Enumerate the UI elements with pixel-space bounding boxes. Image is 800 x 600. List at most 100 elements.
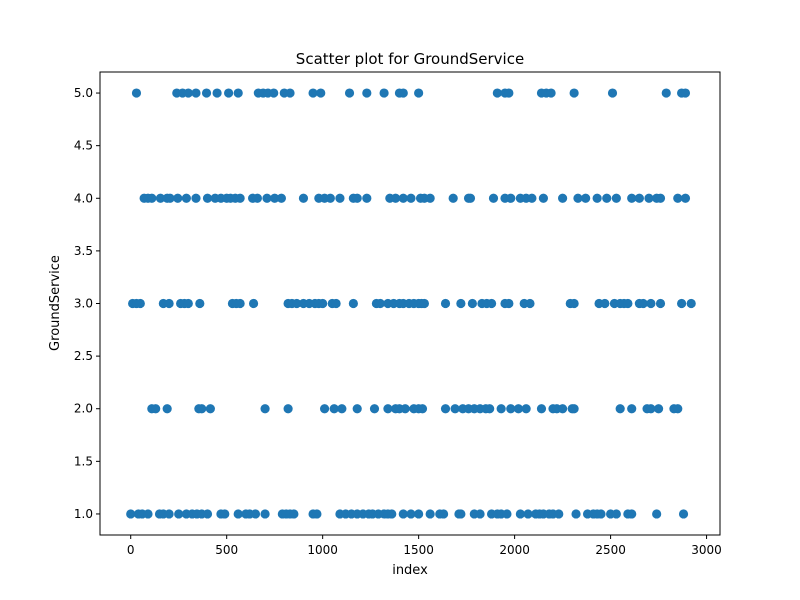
x-tick-label: 2500 <box>595 543 626 557</box>
scatter-point <box>270 193 280 203</box>
scatter-point <box>652 509 662 519</box>
scatter-point <box>527 193 537 203</box>
x-tick-label: 500 <box>215 543 238 557</box>
y-tick-label: 1.5 <box>74 454 93 468</box>
scatter-point <box>655 193 666 203</box>
scatter-point <box>205 404 215 414</box>
scatter-point <box>331 298 341 309</box>
scatter-point <box>292 298 302 309</box>
scatter-point <box>250 509 261 519</box>
scatter-point <box>661 88 671 98</box>
scatter-point <box>513 404 524 414</box>
scatter-point <box>262 193 272 203</box>
scatter-point <box>673 404 683 414</box>
scatter-point <box>523 509 533 519</box>
scatter-point <box>325 193 335 203</box>
scatter-point <box>611 193 621 203</box>
x-tick-label: 0 <box>127 543 135 557</box>
x-axis-ticks: 0 500 1000 1500 2000 2500 3000 <box>127 535 722 557</box>
scatter-point <box>504 298 514 309</box>
scatter-point <box>506 193 516 203</box>
scatter-point <box>289 509 299 519</box>
scatter-point <box>335 193 345 203</box>
scatter-point <box>440 404 451 414</box>
scatter-point <box>592 193 602 203</box>
scatter-point <box>319 404 330 414</box>
scatter-point <box>329 404 339 414</box>
scatter-point <box>634 193 644 203</box>
scatter-point <box>623 298 633 309</box>
scatter-point <box>638 298 648 309</box>
scatter-point <box>607 88 618 98</box>
scatter-point <box>558 193 568 203</box>
scatter-point <box>312 509 322 519</box>
scatter-point <box>195 298 205 309</box>
scatter-point <box>425 509 435 519</box>
x-axis-label: index <box>392 563 428 578</box>
scatter-point <box>538 193 549 203</box>
scatter-point <box>546 88 556 98</box>
scatter-point <box>398 193 408 203</box>
scatter-point <box>383 404 393 414</box>
scatter-point <box>425 193 435 203</box>
scatter-point <box>627 193 637 203</box>
scatter-point <box>502 509 512 519</box>
scatter-point <box>627 404 637 414</box>
scatter-point <box>492 88 502 98</box>
scatter-point <box>467 298 477 309</box>
scatter-point <box>456 298 466 309</box>
scatter-point <box>201 88 212 98</box>
scatter-point <box>536 404 547 414</box>
scatter-point <box>233 88 243 98</box>
y-tick-label: 5.0 <box>74 86 93 100</box>
scatter-point <box>352 193 362 203</box>
scatter-point <box>202 509 213 519</box>
scatter-point <box>525 298 535 309</box>
scatter-point <box>316 88 326 98</box>
scatter-point <box>260 509 270 519</box>
scatter-point <box>450 404 460 414</box>
scatter-point <box>369 404 380 414</box>
scatter-point <box>414 509 424 519</box>
y-tick-label: 3.0 <box>74 297 93 311</box>
scatter-point <box>496 404 506 414</box>
y-tick-label: 4.0 <box>74 191 93 205</box>
scatter-point <box>252 193 262 203</box>
scatter-point <box>419 298 429 309</box>
scatter-point <box>655 298 666 309</box>
scatter-point <box>485 404 495 414</box>
scatter-point <box>181 193 191 203</box>
scatter-point <box>414 88 424 98</box>
scatter-point <box>235 193 245 203</box>
scatter-point <box>191 88 201 98</box>
scatter-point <box>387 509 397 519</box>
scatter-point <box>235 298 245 309</box>
scatter-point <box>506 404 516 414</box>
scatter-point <box>212 88 222 98</box>
scatter-point <box>678 509 689 519</box>
scatter-point <box>569 404 579 414</box>
y-axis-label: GroundService <box>48 255 63 351</box>
scatter-point <box>653 404 664 414</box>
scatter-point <box>220 509 230 519</box>
scatter-point <box>191 193 201 203</box>
scatter-point <box>298 193 309 203</box>
scatter-point <box>417 404 428 414</box>
chart-title: Scatter plot for GroundService <box>296 50 524 68</box>
scatter-point <box>308 88 318 98</box>
scatter-point <box>504 88 514 98</box>
scatter-point <box>406 193 416 203</box>
scatter-point <box>344 88 355 98</box>
scatter-point <box>569 88 579 98</box>
scatter-point <box>269 88 279 98</box>
scatter-point <box>164 509 174 519</box>
scatter-point <box>646 298 656 309</box>
scatter-point <box>233 509 243 519</box>
scatter-point <box>465 193 476 203</box>
scatter-point <box>521 404 531 414</box>
scatter-point <box>400 404 410 414</box>
scatter-point <box>406 509 416 519</box>
scatter-point <box>581 193 591 203</box>
scatter-point <box>554 509 564 519</box>
